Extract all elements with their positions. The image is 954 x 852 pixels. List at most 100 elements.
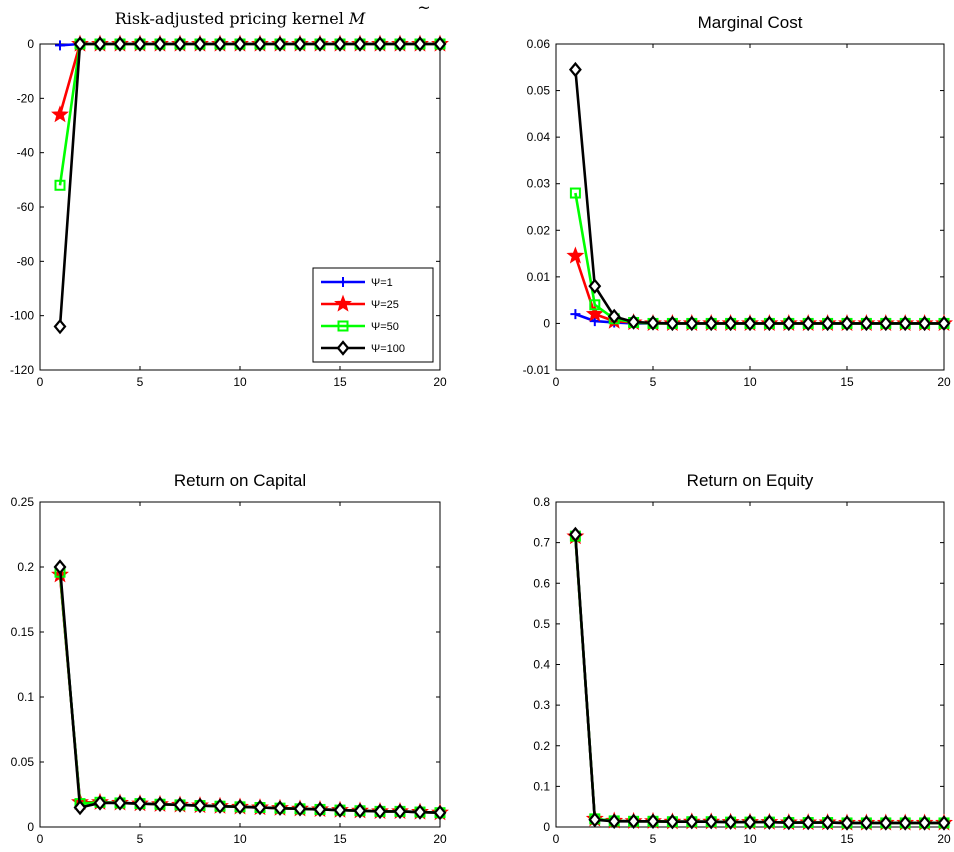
legend-marker-plus-marker xyxy=(338,277,348,287)
legend: Ψ=1 Ψ=25 Ψ=50 Ψ=100 xyxy=(312,267,434,363)
data-point-diamond-marker xyxy=(113,36,127,52)
chart-panel-return-on-capital: Return on Capital 0 5 10 15 20 0 0.05 0.1 0.15 0.… xyxy=(11,471,449,846)
y-tick-label: 0.05 xyxy=(527,84,551,98)
data-point-diamond-marker xyxy=(782,814,796,831)
data-point-diamond-marker xyxy=(313,801,327,818)
data-point-diamond-marker xyxy=(73,36,87,52)
y-tick-label: 0 xyxy=(543,820,550,834)
data-point-diamond-marker xyxy=(313,36,327,52)
chart-panel-return-on-equity: Return on Equity 0 5 10 15 20 0 0.1 0.2 0.3 0.4 0.… xyxy=(533,471,953,846)
legend-label: Ψ=100 xyxy=(371,343,405,355)
data-point-diamond-marker xyxy=(821,814,835,831)
y-tick-label: 0.04 xyxy=(527,130,551,144)
x-tick-label: 15 xyxy=(333,375,347,389)
x-tick-label: 15 xyxy=(840,375,854,389)
data-point-diamond-marker xyxy=(801,315,815,332)
data-point-diamond-marker xyxy=(193,797,207,814)
chart-title-marginal-cost: Marginal Cost xyxy=(698,13,803,32)
data-point-plus-marker xyxy=(55,40,65,51)
data-point-diamond-marker xyxy=(93,36,107,52)
data-point-diamond-marker xyxy=(233,36,247,52)
data-point-diamond-marker xyxy=(704,315,718,332)
data-point-diamond-marker xyxy=(588,811,602,828)
data-point-diamond-marker xyxy=(153,796,167,812)
data-point-diamond-marker xyxy=(333,802,347,818)
y-tick-label: -100 xyxy=(10,309,34,323)
y-tick-label: -20 xyxy=(17,91,35,105)
chart-title-text: Risk-adjusted pricing kernel xyxy=(115,9,349,28)
x-tick-label: 0 xyxy=(37,832,44,846)
data-point-diamond-marker xyxy=(937,315,951,332)
data-point-diamond-marker xyxy=(607,308,621,325)
data-point-star-marker xyxy=(585,304,604,322)
x-tick-label: 5 xyxy=(137,832,144,846)
plot-frame-return-on-equity xyxy=(555,501,945,828)
x-tick-label: 20 xyxy=(433,832,447,846)
data-point-diamond-marker xyxy=(413,36,427,52)
data-point-diamond-marker xyxy=(273,800,287,816)
y-tick-label: -60 xyxy=(17,200,35,214)
y-tick-label: 0.1 xyxy=(17,690,34,704)
data-point-diamond-marker xyxy=(153,36,167,52)
data-point-diamond-marker xyxy=(782,315,796,332)
data-point-diamond-marker xyxy=(253,36,267,52)
y-tick-label: 0.15 xyxy=(11,625,35,639)
data-point-star-marker xyxy=(566,246,585,264)
y-tick-label: 0.25 xyxy=(11,495,35,509)
data-point-diamond-marker xyxy=(93,795,107,811)
data-point-diamond-marker xyxy=(821,315,835,332)
series-markers xyxy=(53,559,447,821)
data-point-diamond-marker xyxy=(801,814,815,831)
y-tick-label: -40 xyxy=(17,146,35,160)
data-point-diamond-marker xyxy=(724,814,738,830)
x-tick-label: 5 xyxy=(137,375,144,389)
y-tick-label: 0.6 xyxy=(533,576,550,590)
data-point-diamond-marker xyxy=(373,803,387,820)
data-point-diamond-marker xyxy=(918,315,932,332)
x-tick-label: 0 xyxy=(37,375,44,389)
y-tick-label: 0 xyxy=(543,316,550,330)
data-point-diamond-marker xyxy=(646,813,660,830)
chart-panel-marginal-cost: Marginal Cost 0 5 10 15 20-0.0100.010.020.03… xyxy=(523,13,953,389)
legend-marker-diamond-marker xyxy=(336,340,350,356)
data-point-diamond-marker xyxy=(665,315,679,332)
x-tick-label: 20 xyxy=(937,832,951,846)
data-point-diamond-marker xyxy=(685,315,699,332)
data-point-diamond-marker xyxy=(762,814,776,830)
y-tick-label: 0.02 xyxy=(527,223,551,237)
data-point-star-marker xyxy=(51,105,69,123)
data-point-diamond-marker xyxy=(762,315,776,332)
data-point-diamond-marker xyxy=(293,36,307,52)
y-tick-label: 0.2 xyxy=(533,739,550,753)
data-point-plus-marker xyxy=(570,309,581,320)
data-point-diamond-marker xyxy=(588,278,602,294)
data-point-diamond-marker xyxy=(233,799,247,815)
x-tick-label: 5 xyxy=(650,375,657,389)
data-point-diamond-marker xyxy=(173,797,187,813)
data-point-diamond-marker xyxy=(393,36,407,52)
data-point-diamond-marker xyxy=(333,36,347,52)
data-point-diamond-marker xyxy=(685,814,699,830)
data-point-diamond-marker xyxy=(53,559,67,575)
chart-title-return-on-capital: Return on Capital xyxy=(174,471,306,490)
data-point-diamond-marker xyxy=(627,813,641,830)
legend-label: Ψ=50 xyxy=(371,321,399,333)
data-point-diamond-marker xyxy=(433,804,447,821)
x-tick-label: 0 xyxy=(553,375,560,389)
data-point-diamond-marker xyxy=(173,36,187,52)
y-tick-label: 0.4 xyxy=(533,658,550,672)
data-point-diamond-marker xyxy=(293,801,307,817)
data-point-diamond-marker xyxy=(113,795,127,811)
data-point-diamond-marker xyxy=(568,526,582,543)
data-point-diamond-marker xyxy=(53,318,67,335)
legend-marker-square-marker xyxy=(337,320,349,332)
data-point-diamond-marker xyxy=(393,803,407,820)
data-point-diamond-marker xyxy=(253,799,267,816)
data-point-diamond-marker xyxy=(724,315,738,332)
data-point-diamond-marker xyxy=(743,814,757,830)
data-point-diamond-marker xyxy=(213,36,227,52)
data-point-diamond-marker xyxy=(273,36,287,52)
x-tick-label: 20 xyxy=(937,375,951,389)
y-tick-label: 0.05 xyxy=(11,755,35,769)
